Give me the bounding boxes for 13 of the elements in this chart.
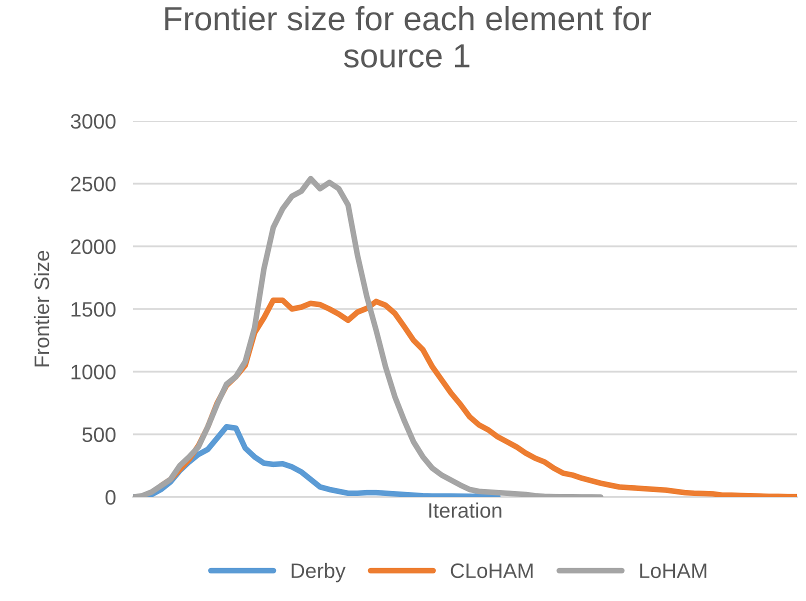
legend-label: CLoHAM: [450, 563, 533, 578]
chart-title: Frontier size for each element for source 1: [165, 6, 652, 68]
y-tick-label: 1000: [72, 364, 116, 380]
y-tick-label: 2500: [71, 176, 116, 192]
y-tick-label: 3000: [70, 114, 116, 129]
y-tick-label: 0: [106, 490, 116, 505]
y-tick-label: 500: [82, 427, 116, 442]
x-axis-title: Iteration: [429, 502, 502, 518]
legend-label: LoHAM: [640, 564, 706, 578]
y-tick-label: 1500: [72, 302, 116, 317]
y-tick-label: 2000: [71, 239, 116, 254]
y-axis-title: Frontier Size: [34, 250, 50, 366]
legend-label: Derby: [292, 562, 346, 582]
